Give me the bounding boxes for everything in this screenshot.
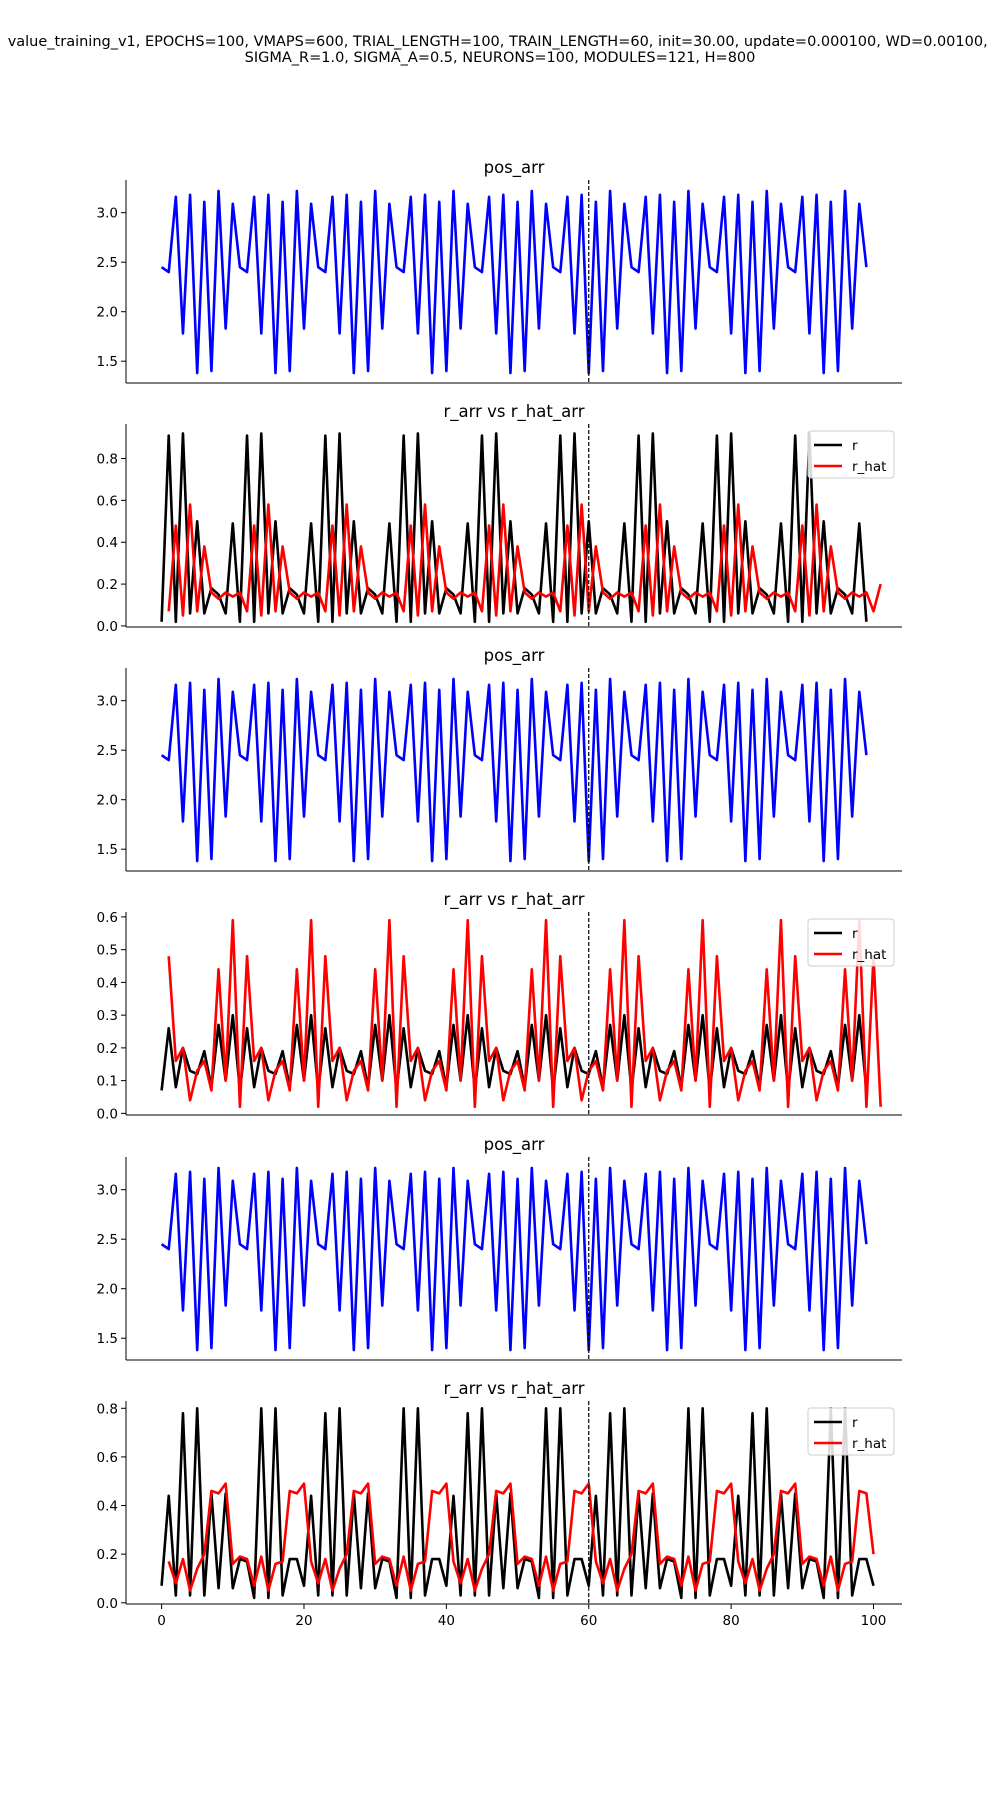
series-line-r_hat	[167, 503, 882, 617]
y-tick-label: 0.6	[97, 910, 118, 926]
y-tick-label: 0.2	[97, 1547, 118, 1563]
y-tick-label: 0.0	[97, 619, 118, 635]
y-tick-label: 0.2	[97, 577, 118, 593]
y-tick-label: 0.8	[97, 1401, 118, 1417]
y-tick-label: 3.0	[97, 206, 118, 222]
y-tick-label: 0.1	[97, 1074, 118, 1090]
legend-label-r_hat: r_hat	[852, 1436, 886, 1452]
y-tick-label: 2.5	[97, 255, 118, 271]
legend: r r_hat	[807, 430, 895, 479]
subplot-4: r_arr vs r_hat_arr 0.0 0.1 0.2 0.3 0.4 0.5 0.6 r…	[97, 890, 902, 1122]
y-tick-label: 0.4	[97, 975, 118, 991]
subplot-3: pos_arr 1.5 2.0 2.5 3.0	[97, 646, 902, 872]
legend-label-r_hat: r_hat	[852, 459, 886, 475]
series-line-r	[160, 1406, 875, 1600]
x-tick-label: 0	[157, 1613, 166, 1629]
y-tick-label: 3.0	[97, 1183, 118, 1199]
y-tick-label: 3.0	[97, 694, 118, 710]
y-tick-label: 0.0	[97, 1106, 118, 1122]
x-tick-label: 20	[295, 1613, 312, 1629]
series-line-posarr	[160, 189, 868, 375]
subplot-2: r_arr vs r_hat_arr 0.0 0.2 0.4 0.6 0.8 r r_hat	[97, 402, 902, 635]
subplot-title: r_arr vs r_hat_arr	[444, 402, 585, 422]
y-tick-label: 2.0	[97, 305, 118, 321]
y-tick-label: 2.0	[97, 1282, 118, 1298]
legend-label-r: r	[852, 1415, 858, 1431]
series-line-r	[160, 1013, 868, 1092]
y-tick-label: 1.5	[97, 354, 118, 370]
series-line-r_hat	[167, 918, 882, 1109]
y-tick-label: 0.5	[97, 943, 118, 959]
legend-label-r: r	[852, 926, 858, 942]
legend-label-r: r	[852, 438, 858, 454]
subplot-title: pos_arr	[484, 646, 545, 666]
y-tick-label: 0.6	[97, 493, 118, 509]
legend: r r_hat	[807, 1407, 895, 1456]
subplot-title: r_arr vs r_hat_arr	[444, 1379, 585, 1399]
subplot-title: pos_arr	[484, 158, 545, 178]
suptitle-line-1: value_training_v1, EPOCHS=100, VMAPS=600…	[8, 34, 988, 50]
figure-suptitle: value_training_v1, EPOCHS=100, VMAPS=600…	[8, 34, 993, 66]
legend-label-r_hat: r_hat	[852, 947, 886, 963]
y-tick-label: 0.8	[97, 452, 118, 468]
subplot-6: r_arr vs r_hat_arr 0.0 0.2 0.4 0.6 0.8 0 20 40 60…	[97, 1379, 902, 1629]
subplot-1: pos_arr 1.5 2.0 2.5 3.0	[97, 158, 902, 384]
y-tick-label: 0.4	[97, 1499, 118, 1515]
suptitle-line-2: SIGMA_R=1.0, SIGMA_A=0.5, NEURONS=100, M…	[245, 50, 756, 66]
y-tick-label: 0.0	[97, 1596, 118, 1612]
y-tick-label: 2.0	[97, 793, 118, 809]
x-tick-label: 100	[861, 1613, 887, 1629]
y-tick-label: 0.4	[97, 535, 118, 551]
series-line-posarr	[160, 1166, 868, 1352]
x-tick-label: 80	[723, 1613, 740, 1629]
series-line-r_hat	[167, 1482, 875, 1592]
subplots: pos_arr 1.5 2.0 2.5 3.0 r_arr vs r_hat_arr 0.0…	[97, 158, 902, 1629]
y-tick-label: 2.5	[97, 743, 118, 759]
y-tick-label: 1.5	[97, 1331, 118, 1347]
x-tick-label: 40	[438, 1613, 455, 1629]
subplot-5: pos_arr 1.5 2.0 2.5 3.0	[97, 1135, 902, 1361]
y-tick-label: 2.5	[97, 1232, 118, 1248]
subplot-title: pos_arr	[484, 1135, 545, 1155]
series-line-posarr	[160, 677, 868, 863]
legend: r r_hat	[807, 918, 895, 967]
subplot-title: r_arr vs r_hat_arr	[444, 890, 585, 910]
y-tick-label: 0.2	[97, 1041, 118, 1057]
y-tick-label: 0.6	[97, 1450, 118, 1466]
y-tick-label: 1.5	[97, 842, 118, 858]
y-tick-label: 0.3	[97, 1008, 118, 1024]
x-tick-label: 60	[580, 1613, 597, 1629]
